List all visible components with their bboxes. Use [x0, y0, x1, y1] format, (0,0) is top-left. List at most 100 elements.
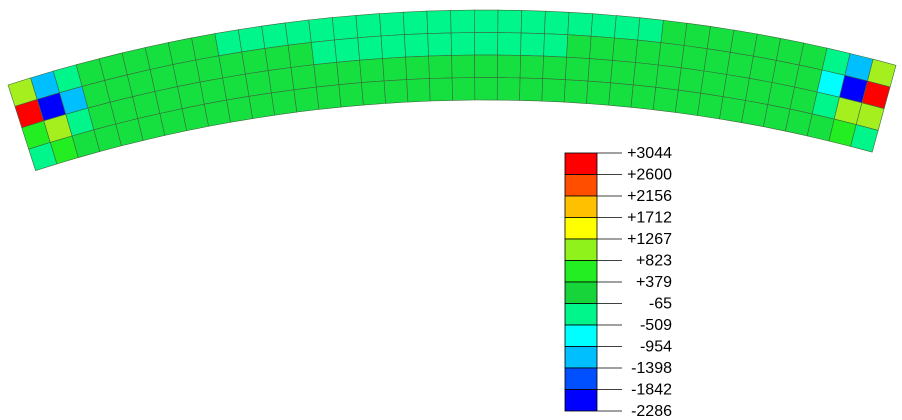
- mesh-element: [630, 84, 657, 111]
- mesh-element: [284, 19, 312, 46]
- mesh-element: [542, 55, 567, 81]
- mesh-element: [402, 10, 429, 35]
- mesh-element: [473, 9, 499, 33]
- legend-level-1: +2600: [627, 167, 672, 184]
- mesh-element: [474, 77, 498, 101]
- mesh-element: [355, 13, 382, 39]
- mesh-element: [405, 55, 430, 80]
- mesh-element: [426, 10, 452, 34]
- legend-band: [564, 324, 598, 347]
- mesh-element: [652, 86, 679, 113]
- mesh-element: [308, 17, 335, 43]
- legend-band: [564, 238, 598, 261]
- mesh-element: [612, 37, 639, 63]
- mesh-element: [680, 45, 708, 72]
- mesh-element: [497, 32, 522, 56]
- mesh-element: [248, 92, 275, 119]
- mesh-element: [428, 55, 453, 79]
- mesh-element: [520, 10, 546, 35]
- legend-level-2: +2156: [627, 188, 672, 205]
- mesh-element: [565, 56, 590, 82]
- mesh-element: [519, 77, 544, 102]
- color-legend: +3044 +2600 +2156 +1712 +1267 +823 +379 …: [564, 145, 672, 420]
- legend-band: [564, 367, 598, 390]
- mesh-element: [589, 35, 615, 61]
- legend-labels: +3044 +2600 +2156 +1712 +1267 +823 +379 …: [627, 145, 672, 420]
- mesh-element: [357, 35, 383, 61]
- mesh-element: [610, 60, 636, 86]
- mesh-element: [218, 51, 246, 79]
- mesh-element: [753, 33, 781, 61]
- mesh-element: [359, 58, 385, 83]
- mesh-element: [261, 22, 289, 49]
- mesh-element: [567, 11, 594, 37]
- mesh-element: [310, 39, 338, 66]
- mesh-element: [637, 17, 664, 43]
- arch-beam-mesh: [7, 9, 897, 171]
- legend-level-6: +379: [636, 274, 672, 291]
- mesh-element: [334, 37, 360, 63]
- mesh-element: [195, 55, 224, 83]
- legend-band: [564, 260, 598, 283]
- mesh-element: [379, 11, 405, 37]
- mesh-element: [191, 33, 220, 61]
- mesh-element: [451, 54, 476, 79]
- legend-level-3: +1712: [627, 210, 672, 227]
- mesh-element: [474, 54, 498, 78]
- mesh-element: [719, 96, 746, 123]
- legend-level-12: -2286: [631, 403, 672, 420]
- legend-band: [564, 152, 598, 175]
- mesh-element: [497, 54, 521, 79]
- mesh-element: [519, 55, 544, 79]
- mesh-element: [722, 74, 750, 101]
- legend-level-5: +823: [636, 253, 672, 270]
- legend-level-0: +3044: [627, 145, 672, 162]
- legend-level-7: -65: [649, 296, 672, 313]
- mesh-element: [608, 82, 634, 108]
- mesh-element: [383, 79, 409, 104]
- mesh-element: [614, 15, 641, 41]
- mesh-element: [226, 95, 253, 123]
- mesh-element: [214, 29, 243, 57]
- mesh-element: [683, 22, 711, 50]
- mesh-element: [245, 70, 272, 97]
- mesh-element: [674, 89, 702, 116]
- legend-level-8: -509: [640, 317, 672, 334]
- mesh-element: [729, 29, 758, 57]
- mesh-element: [222, 73, 250, 101]
- mesh-element: [271, 89, 298, 116]
- mesh-element: [635, 39, 662, 66]
- legend-tick-lines: [597, 152, 622, 412]
- mesh-element: [382, 56, 408, 82]
- mesh-element: [563, 79, 589, 104]
- mesh-element: [199, 77, 227, 105]
- mesh-element: [697, 92, 724, 120]
- mesh-element: [749, 55, 777, 83]
- mesh-element: [474, 32, 499, 56]
- mesh-element: [741, 100, 769, 128]
- mesh-element: [203, 99, 231, 127]
- legend-level-9: -954: [640, 339, 672, 356]
- mesh-element: [726, 51, 754, 79]
- mesh-element: [264, 44, 292, 71]
- mesh-element: [700, 70, 728, 98]
- mesh-element: [706, 26, 735, 53]
- mesh-element: [703, 48, 731, 75]
- mesh-element: [380, 34, 406, 59]
- mesh-element: [496, 77, 521, 101]
- mesh-element: [336, 59, 362, 86]
- mesh-element: [850, 124, 879, 153]
- legend-band: [564, 195, 598, 218]
- mesh-element: [450, 32, 475, 56]
- mesh-element: [427, 32, 452, 57]
- legend-band: [564, 303, 598, 326]
- mesh-element: [544, 10, 570, 36]
- mesh-element: [404, 33, 429, 58]
- mesh-element: [745, 77, 773, 105]
- mesh-element: [361, 80, 386, 106]
- legend-level-10: -1398: [631, 360, 672, 377]
- mesh-element: [338, 82, 364, 108]
- mesh-element: [632, 62, 659, 88]
- legend-band: [564, 346, 598, 369]
